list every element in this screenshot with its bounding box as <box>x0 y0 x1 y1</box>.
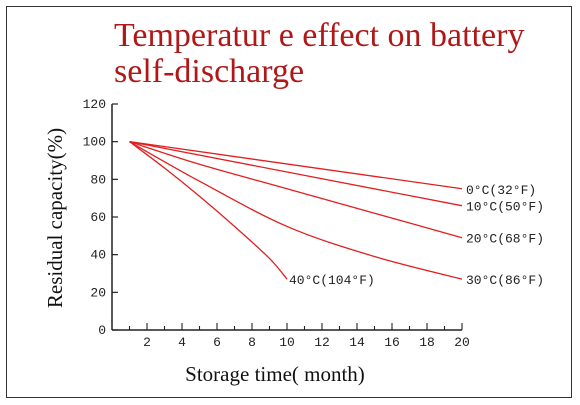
x-axis-title: Storage time( month) <box>185 362 365 386</box>
y-tick-label: 0 <box>98 323 106 338</box>
y-tick-label: 100 <box>83 135 106 150</box>
x-tick-label: 16 <box>384 335 400 350</box>
chart-title: Temperatur e effect on battery self-disc… <box>114 18 524 90</box>
x-tick-label: 20 <box>454 335 470 350</box>
y-axis-title: Residual capacity(%) <box>43 128 67 308</box>
y-tick-label: 120 <box>83 97 106 112</box>
x-tick-label: 6 <box>213 335 221 350</box>
chart-title-line-1: Temperatur e effect on battery <box>114 17 525 54</box>
x-tick-label: 18 <box>419 335 435 350</box>
y-tick-label: 40 <box>90 248 106 263</box>
y-tick-label: 20 <box>90 285 106 300</box>
x-tick-label: 8 <box>248 335 256 350</box>
series-label: 20°C(68°F) <box>466 232 544 247</box>
x-tick-label: 12 <box>314 335 330 350</box>
x-tick-label: 2 <box>143 335 151 350</box>
series-label: 40°C(104°F) <box>289 273 375 288</box>
y-tick-label: 60 <box>90 210 106 225</box>
y-tick-label: 80 <box>90 172 106 187</box>
x-tick-label: 4 <box>178 335 186 350</box>
x-tick-label: 14 <box>349 335 365 350</box>
series-line <box>129 141 463 190</box>
series-line <box>129 141 288 280</box>
series-label: 0°C(32°F) <box>466 183 536 198</box>
series-label: 30°C(86°F) <box>466 273 544 288</box>
plot-area: 0 20 40 60 80 100 120 2 4 6 8 10 12 14 16 18 20 0°C(32°F)… <box>83 97 544 350</box>
series-line <box>129 141 463 207</box>
x-tick-label: 10 <box>279 335 295 350</box>
y-axis-title-group: Residual capacity(%) <box>43 128 67 308</box>
chart-title-line-2: self-discharge <box>114 53 305 90</box>
series-line <box>129 141 463 239</box>
series-line <box>129 141 463 280</box>
series-label: 10°C(50°F) <box>466 200 544 215</box>
chart-frame <box>6 6 572 398</box>
